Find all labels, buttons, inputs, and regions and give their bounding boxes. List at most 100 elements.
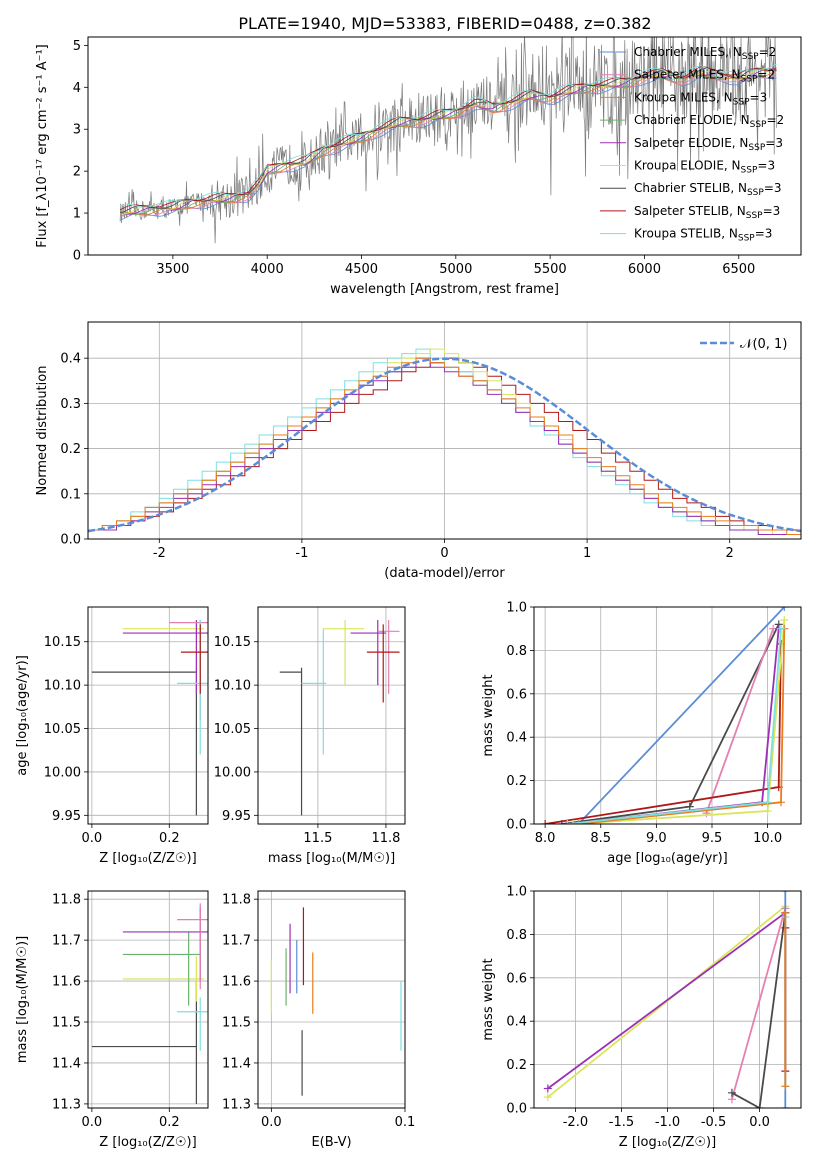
- weight-line-salpeter-miles: [731, 908, 787, 1100]
- y-tick-label: 1.0: [506, 885, 527, 900]
- weight-marker: [781, 891, 790, 895]
- legend-count: =3: [757, 159, 775, 173]
- y-tick-label: 0: [73, 249, 81, 264]
- y-tick-label: 11.6: [222, 975, 251, 990]
- x-tick-label: 0.1: [395, 1115, 416, 1130]
- y-tick-label: 2: [73, 165, 81, 180]
- x-tick-label: 5500: [534, 262, 567, 277]
- legend-label: Kroupa ELODIE, NSSP=3: [634, 159, 775, 176]
- legend-label: Kroupa STELIB, NSSP=3: [634, 227, 772, 244]
- weight-line-chabrier-miles: [577, 607, 785, 824]
- x-tick-label: 6500: [722, 262, 755, 277]
- y-axis-label: age [log₁₀(age/yr)]: [15, 655, 30, 776]
- y-tick-label: 5: [73, 39, 81, 54]
- legend-subscript: SSP: [748, 143, 765, 153]
- axes-frame: [533, 606, 802, 825]
- legend-subscript: SSP: [741, 75, 758, 85]
- y-tick-label: 0.2: [506, 1058, 527, 1073]
- axes-frame: [257, 606, 406, 825]
- panel-mass-weight-vs-Z: -2.0 -1.5 -1.0 -0.5 0.0 0.0 0.2 0.4 0.6 0.8 1.0 Z […: [481, 885, 802, 1150]
- plot-area: [88, 348, 801, 539]
- legend-count: =3: [765, 136, 783, 150]
- legend-subscript: SSP: [750, 120, 767, 130]
- x-axis-label: wavelength [Angstrom, rest frame]: [330, 282, 559, 297]
- y-tick-label: 0.0: [506, 818, 527, 833]
- panel-residual-histogram: -2 -1 0 1 2 0.0 0.1 0.2 0.3 0.4 (data-model)/error…: [35, 321, 802, 581]
- y-tick-label: 11.6: [52, 975, 81, 990]
- axes-frame: [87, 36, 802, 256]
- x-axis-label: Z [log₁₀(Z/Z☉)]: [99, 1135, 196, 1150]
- weight-marker: [685, 802, 694, 811]
- y-tick-label: 11.7: [52, 934, 81, 949]
- plot-area: [541, 607, 789, 824]
- legend-subscript: SSP: [746, 211, 763, 221]
- legend-count: =2: [766, 113, 784, 127]
- x-tick-label: 8.5: [590, 831, 611, 846]
- weight-line-salpeter-elodie: [567, 628, 780, 824]
- panel-age-vs-Z: 0.0 0.2 9.95 10.00 10.05 10.10 10.15 Z [log₁₀(Z…: [15, 606, 209, 866]
- weight-marker: [781, 1082, 790, 1091]
- panel-mass-vs-Z: 0.0 0.2 11.3 11.4 11.5 11.6 11.7 11.8 Z [log₁₀(Z…: [15, 890, 209, 1150]
- x-tick-label: 3500: [156, 262, 189, 277]
- legend-count: =3: [763, 204, 781, 218]
- weight-marker: [780, 616, 789, 625]
- legend-label: Salpeter STELIB, NSSP=3: [634, 204, 780, 221]
- weight-marker: [776, 798, 785, 807]
- y-tick-label: 10.00: [44, 765, 81, 780]
- x-tick-label: 4000: [251, 262, 284, 277]
- y-tick-label: 10.10: [44, 679, 81, 694]
- y-tick-label: 10.10: [214, 679, 251, 694]
- y-tick-label: 10.00: [214, 765, 251, 780]
- weight-line-salpeter-elodie: [547, 911, 786, 1090]
- y-axis-label: mass weight: [481, 674, 496, 756]
- y-tick-label: 1: [73, 207, 81, 222]
- y-tick-label: 0.1: [60, 487, 81, 502]
- y-tick-label: 0.6: [506, 971, 527, 986]
- y-tick-label: 0.4: [506, 731, 527, 746]
- data-spectrum-line: [119, 37, 777, 244]
- x-tick-label: 0: [440, 546, 448, 561]
- x-tick-label: -2: [153, 546, 166, 561]
- y-tick-label: 10.15: [214, 635, 251, 650]
- y-tick-label: 0.4: [506, 1015, 527, 1030]
- x-tick-label: -1.5: [609, 1115, 634, 1130]
- y-tick-label: 11.8: [52, 893, 81, 908]
- model-line-salpeter-stelib: [119, 65, 777, 211]
- y-tick-label: 0.2: [60, 442, 81, 457]
- weight-marker: [543, 1093, 552, 1102]
- legend-subscript: SSP: [747, 188, 764, 198]
- legend-label: Chabrier MILES, NSSP=2: [634, 45, 776, 62]
- x-tick-label: 6000: [628, 262, 661, 277]
- model-line-chabrier-elodie: [120, 69, 777, 215]
- y-tick-label: 11.3: [222, 1097, 251, 1112]
- legend-label: 𝒩(0, 1): [740, 337, 787, 352]
- axes-frame: [87, 321, 802, 540]
- legend-subscript: SSP: [741, 166, 758, 176]
- y-tick-label: 4: [73, 81, 81, 96]
- y-tick-label: 11.3: [52, 1097, 81, 1112]
- y-tick-label: 0.8: [506, 928, 527, 943]
- weight-line-salpeter-miles: [705, 628, 775, 814]
- weight-line-chabrier-stelib: [731, 912, 787, 1108]
- legend-count: =3: [764, 181, 782, 195]
- legend-count: =3: [755, 227, 773, 241]
- y-tick-label: 9.95: [222, 809, 251, 824]
- legend-label: Salpeter MILES, NSSP=2: [634, 68, 775, 85]
- legend-subscript: SSP: [733, 97, 750, 107]
- y-tick-label: 11.8: [222, 893, 251, 908]
- y-tick-label: 0.3: [60, 397, 81, 412]
- legend-count: =3: [750, 90, 768, 104]
- weight-marker: [543, 1084, 552, 1093]
- plot-area: [279, 620, 400, 816]
- weight-marker: [755, 1104, 764, 1108]
- x-tick-label: -2.0: [563, 1115, 588, 1130]
- x-tick-label: 4500: [345, 262, 378, 277]
- y-tick-label: 0.0: [506, 1102, 527, 1117]
- weight-marker: [574, 820, 583, 824]
- y-tick-label: 0.0: [60, 533, 81, 548]
- y-tick-label: 10.05: [214, 722, 251, 737]
- x-tick-label: 9.5: [702, 831, 723, 846]
- weight-marker: [781, 908, 790, 917]
- hist-step-kroupa-miles: [88, 357, 801, 539]
